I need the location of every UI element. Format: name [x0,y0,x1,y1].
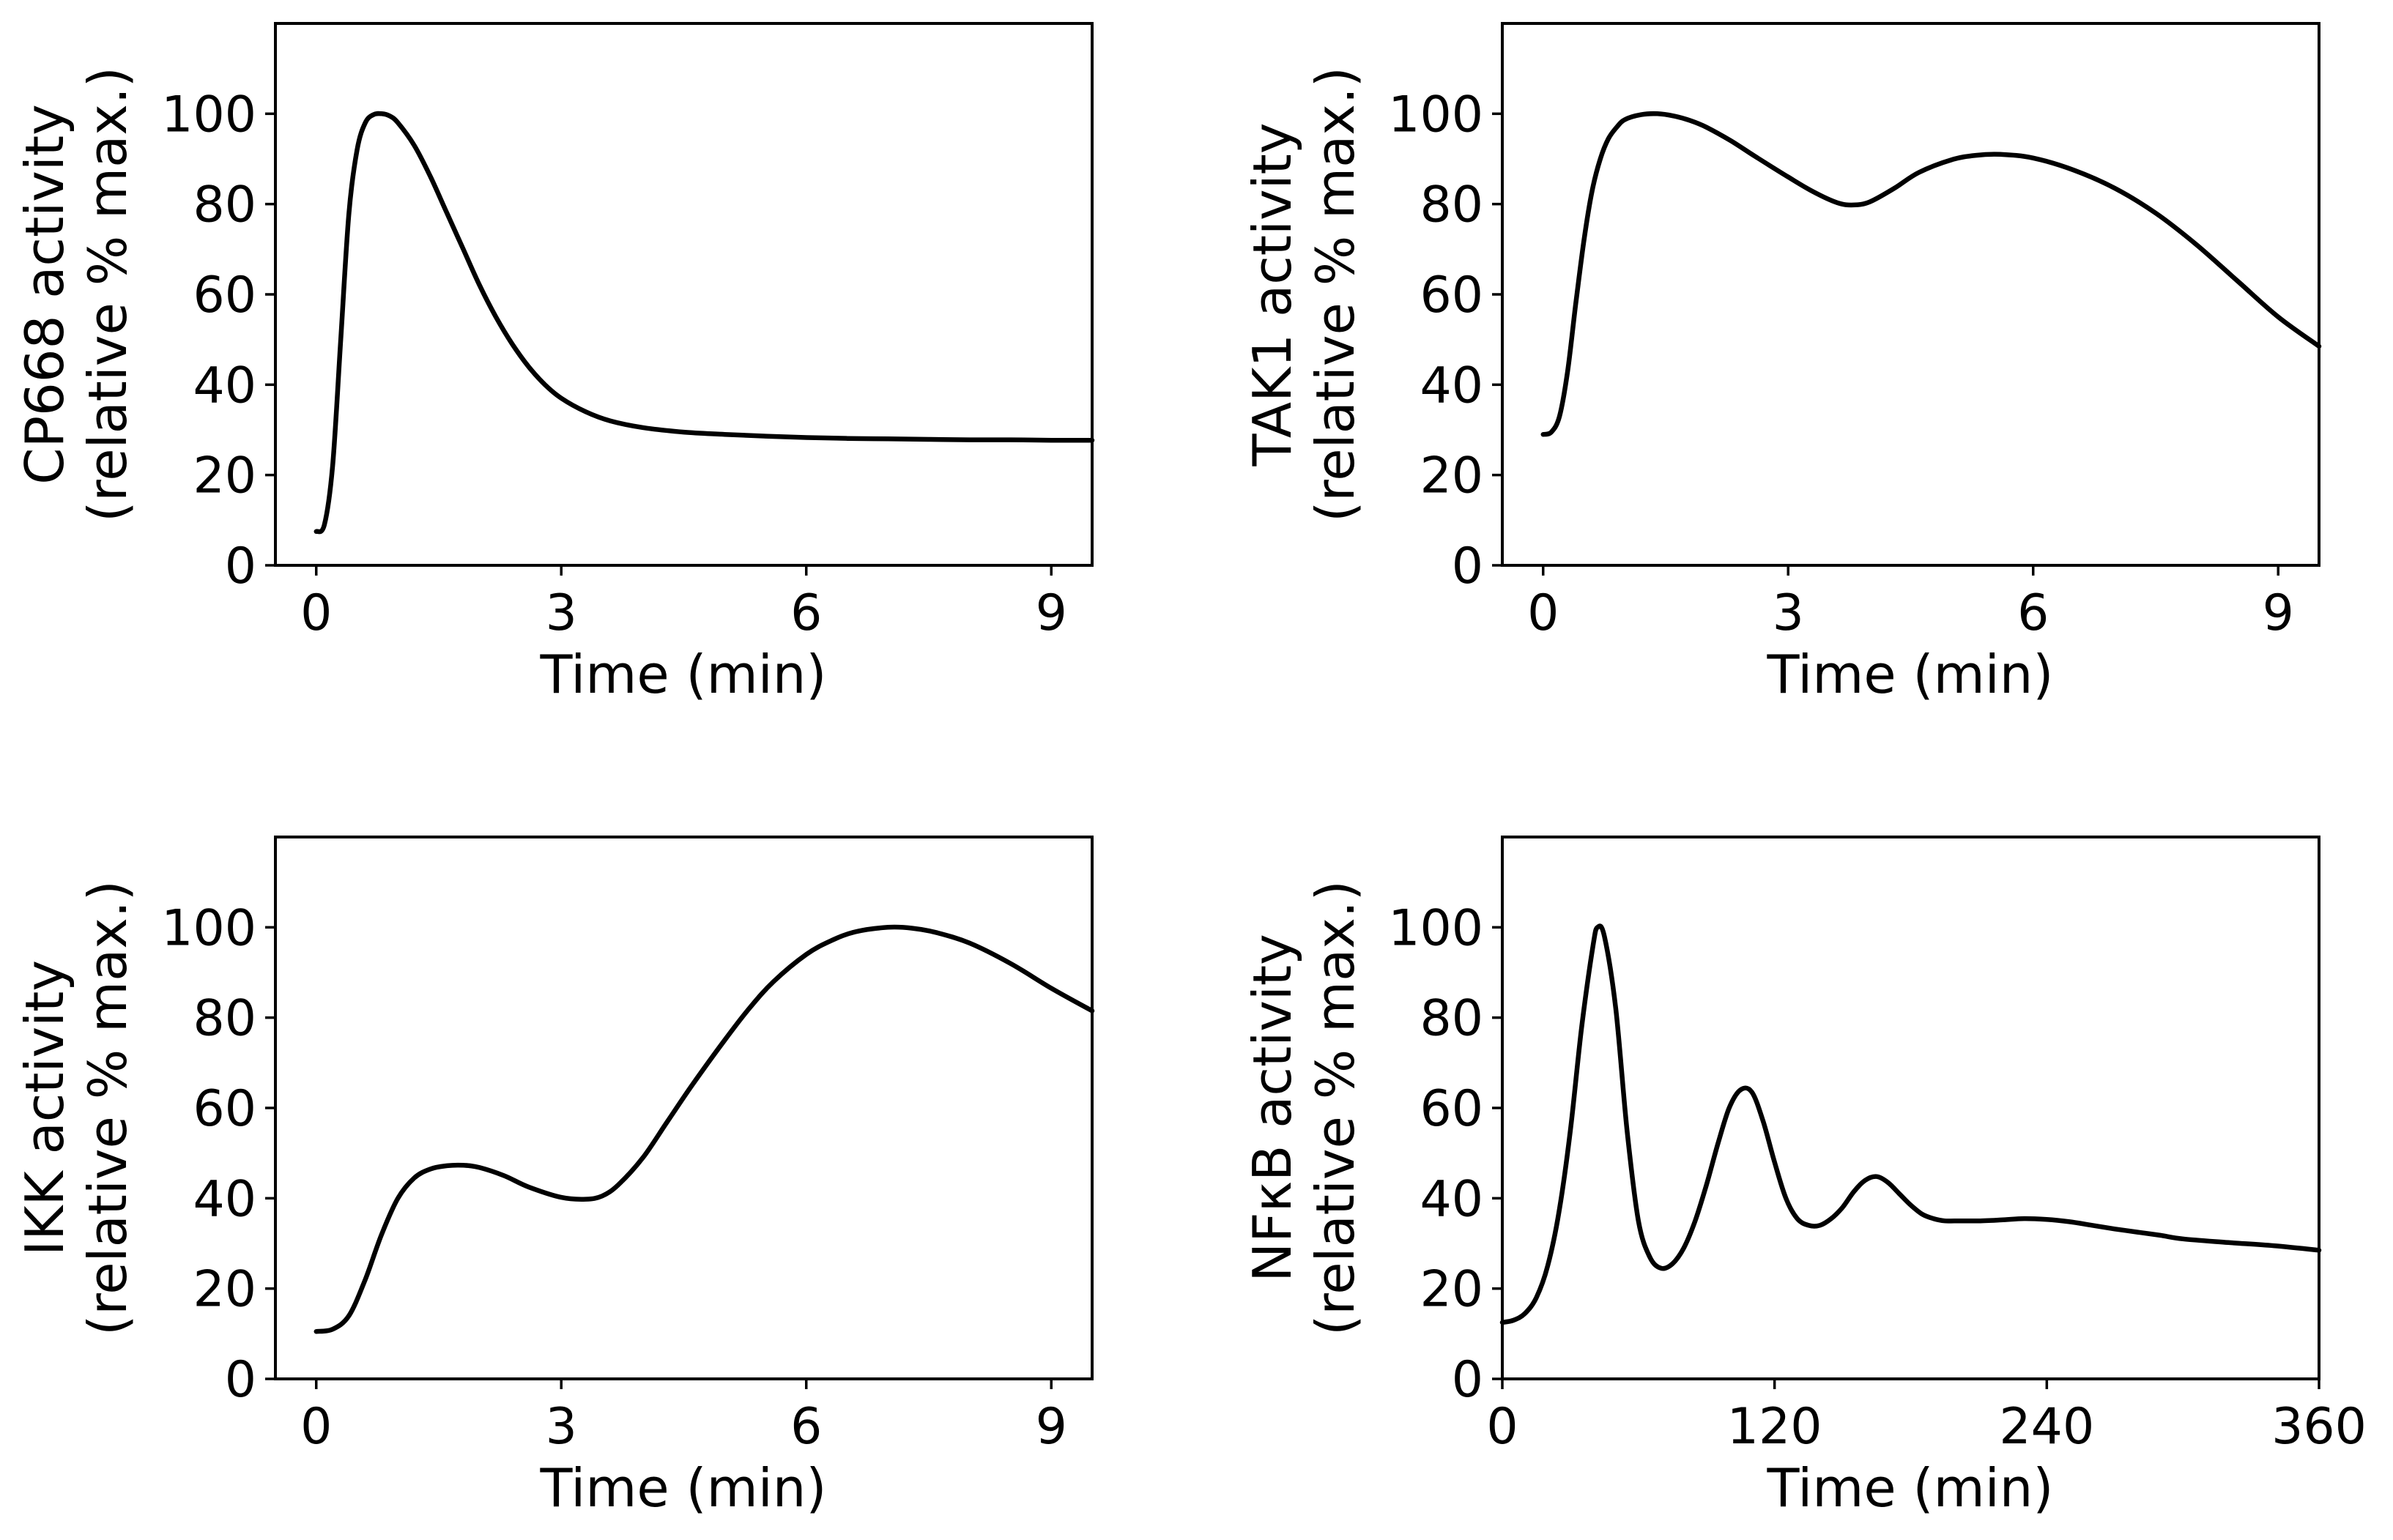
y-axis-label: IKK activity [14,960,75,1256]
y-tick-label: 100 [1388,86,1483,144]
x-tick-label: 0 [300,584,332,642]
y-tick-label: 80 [1420,990,1483,1048]
y-tick-label: 80 [193,990,256,1048]
y-axis-label: NFκB activity [1242,934,1303,1282]
x-tick-label: 0 [300,1398,332,1456]
y-tick-label: 40 [193,357,256,414]
x-tick-label: 3 [546,1398,577,1456]
x-tick-label: 6 [790,584,822,642]
x-tick-label: 3 [546,584,577,642]
series-line [1540,111,2322,437]
x-tick-label: 0 [1527,584,1559,642]
x-axis-label: Time (min) [1766,1457,2053,1519]
y-tick-label: 0 [225,537,256,595]
x-tick-label: 3 [1773,584,1804,642]
series-line [313,924,1095,1334]
y-tick-label: 40 [1420,1170,1483,1228]
x-axis-label: Time (min) [539,644,826,705]
plot-frame [274,836,1094,1380]
y-tick-label: 100 [1388,899,1483,957]
y-axis-label-sub: (relative % max.) [1305,880,1366,1336]
y-axis-label-sub: (relative % max.) [77,880,138,1336]
chart-panel-cp668: CP668 activity (relative % max.) Time (m… [14,22,1095,705]
series-line [1499,923,2322,1325]
y-tick-label: 60 [1420,267,1483,324]
x-tick-label: 360 [2271,1398,2367,1456]
chart-panel-nfkb: NFκB activity (relative % max.) Time (mi… [1242,836,2367,1519]
x-tick-label: 120 [1727,1398,1822,1456]
y-tick-label: 60 [1420,1080,1483,1138]
y-tick-label: 0 [225,1351,256,1409]
x-tick-label: 9 [1036,1398,1067,1456]
y-tick-label: 20 [193,447,256,505]
x-tick-label: 240 [1999,1398,2094,1456]
plot-frame [1501,22,2320,567]
y-tick-label: 80 [193,176,256,234]
y-tick-label: 100 [161,899,256,957]
y-tick-label: 40 [193,1170,256,1228]
y-axis-label-sub: (relative % max.) [77,67,138,522]
y-axis-label: TAK1 activity [1242,123,1303,467]
chart-panel-tak1: TAK1 activity (relative % max.) Time (mi… [1242,22,2322,705]
y-tick-label: 60 [193,267,256,324]
y-tick-label: 20 [1420,447,1483,505]
chart-panel-ikk: IKK activity (relative % max.) Time (min… [14,836,1095,1519]
x-axis-label: Time (min) [1766,644,2053,705]
y-tick-label: 20 [193,1261,256,1319]
y-tick-label: 100 [161,86,256,144]
plot-frame [274,22,1094,567]
y-tick-label: 0 [1452,537,1483,595]
y-tick-label: 20 [1420,1261,1483,1319]
x-axis-label: Time (min) [539,1457,826,1519]
y-tick-label: 40 [1420,357,1483,414]
y-axis-label-sub: (relative % max.) [1305,67,1366,522]
y-tick-label: 60 [193,1080,256,1138]
series-line [313,111,1095,535]
y-tick-label: 0 [1452,1351,1483,1409]
x-tick-label: 6 [790,1398,822,1456]
x-tick-label: 9 [2263,584,2294,642]
x-tick-label: 9 [1036,584,1067,642]
x-tick-label: 6 [2017,584,2049,642]
y-axis-label: CP668 activity [14,104,75,484]
y-tick-label: 80 [1420,176,1483,234]
x-tick-label: 0 [1486,1398,1518,1456]
